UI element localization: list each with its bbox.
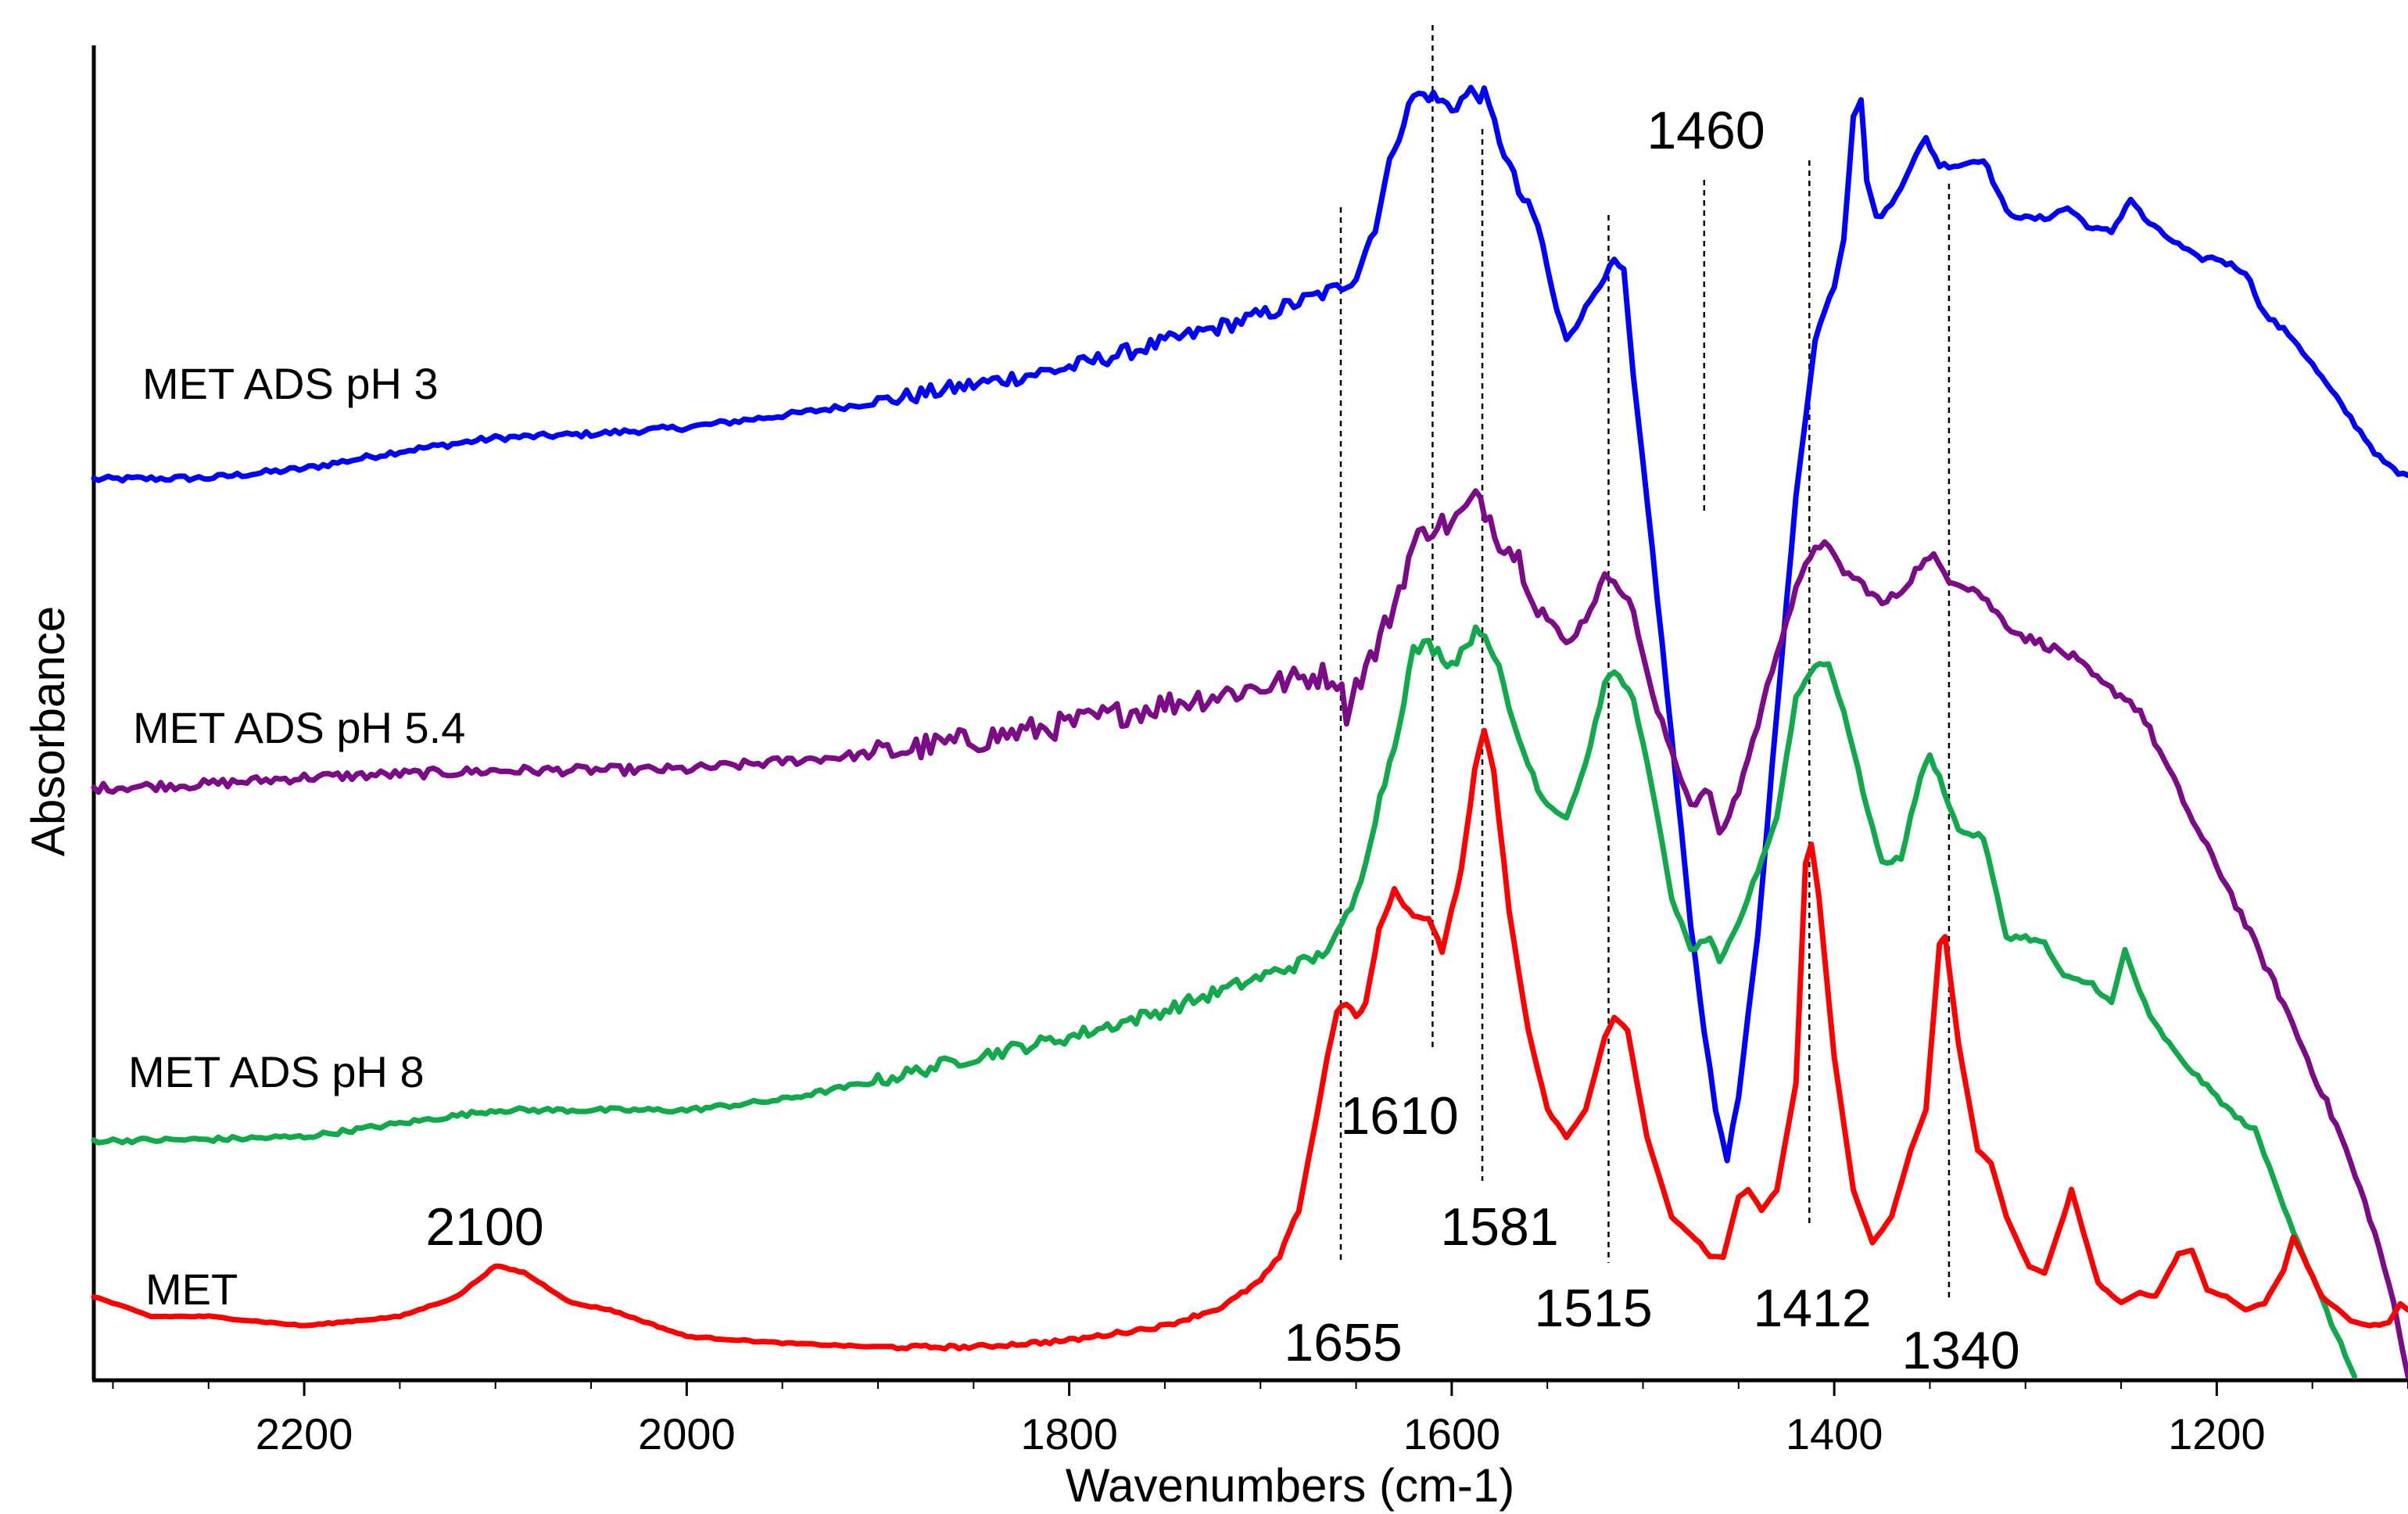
x-tick-label-2000: 2000: [638, 1409, 736, 1458]
spectra-series: [91, 84, 2408, 1379]
series-line-1: [91, 488, 2408, 1379]
peak-label-1581: 1581: [1440, 1197, 1558, 1257]
series-label-ph54: MET ADS pH 5.4: [133, 703, 465, 752]
series-line-2: [91, 624, 2357, 1379]
peak-label-1460: 1460: [1647, 101, 1765, 160]
series-label-ph8: MET ADS pH 8: [128, 1047, 425, 1096]
x-tick-label-2200: 2200: [256, 1409, 353, 1458]
x-tick-label-1800: 1800: [1020, 1409, 1118, 1458]
series-line-3: [91, 727, 2408, 1352]
series-label-ph3: MET ADS pH 3: [142, 359, 439, 408]
peak-label-1340: 1340: [1901, 1321, 2019, 1380]
x-axis-title: Wavenumbers (cm-1): [1066, 1459, 1515, 1512]
x-tick-label-1600: 1600: [1403, 1409, 1501, 1458]
x-tick-label-1400: 1400: [1786, 1409, 1883, 1458]
peak-label-1610: 1610: [1340, 1086, 1458, 1146]
series-line-0: [91, 84, 2408, 1164]
x-axis-ticks: 2200 2000 1800 1600 1400 1200: [112, 1380, 2408, 1458]
peak-label-1655: 1655: [1284, 1313, 1402, 1372]
series-label-met: MET: [145, 1265, 238, 1314]
peak-label-2100: 2100: [425, 1197, 543, 1257]
peak-label-1412: 1412: [1753, 1279, 1871, 1338]
y-axis-title: Absorbance: [22, 606, 74, 856]
x-tick-label-1200: 1200: [2168, 1409, 2266, 1458]
peak-label-1515: 1515: [1534, 1279, 1652, 1338]
